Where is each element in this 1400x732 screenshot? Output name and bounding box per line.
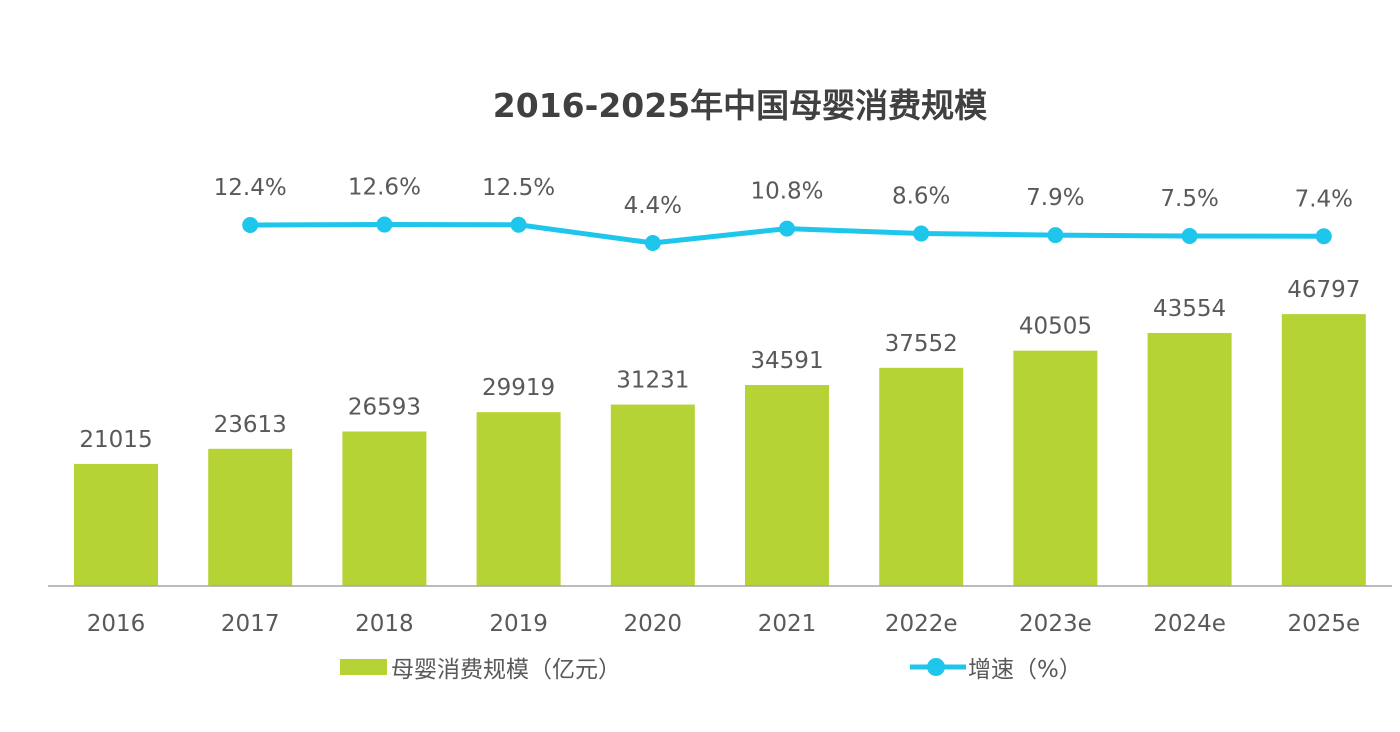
legend-label-line: 增速（%） [968,657,1082,683]
x-tick-2016: 2016 [87,611,146,637]
bar-label-2020: 31231 [616,368,689,394]
bar-2018 [342,431,427,586]
bar-2016 [74,463,158,586]
bar-label-2023e: 40505 [1019,314,1092,340]
bar-2024e [1147,332,1232,586]
growth-point-2018 [376,216,393,233]
x-tick-2023e: 2023e [1019,611,1092,637]
bar-label-2019: 29919 [482,375,555,401]
growth-label-2022e: 8.6% [892,184,950,210]
growth-label-2019: 12.5% [482,175,555,201]
growth-label-2025e: 7.4% [1295,186,1353,212]
growth-label-2024e: 7.5% [1160,186,1218,212]
legend-marker [927,658,945,676]
legend-label-bar: 母婴消费规模（亿元） [391,657,621,683]
chart-title: 2016-2025年中国母婴消费规模 [493,86,988,125]
growth-point-2022e [913,225,930,242]
bar-2017 [208,448,293,586]
growth-point-2021 [779,220,795,237]
growth-point-2024e [1181,228,1198,245]
x-tick-2019: 2019 [489,611,548,637]
growth-label-2018: 12.6% [348,175,421,201]
bar-label-2016: 21015 [79,427,152,453]
bar-label-2025e: 46797 [1287,277,1360,303]
bar-2025e [1281,314,1366,586]
bar-2019 [476,412,561,586]
x-tick-2022e: 2022e [885,611,958,637]
x-tick-2025e: 2025e [1287,611,1360,637]
x-tick-2021: 2021 [758,611,817,637]
bar-label-2024e: 43554 [1153,296,1226,322]
growth-point-2020 [644,235,661,251]
bar-2022e [879,367,964,586]
growth-label-2017: 12.4% [214,175,287,201]
bar-label-2021: 34591 [750,348,823,374]
x-tick-2020: 2020 [624,611,683,637]
x-tick-2024e: 2024e [1153,611,1226,637]
bar-label-2022e: 37552 [885,331,958,357]
bar-2020 [610,404,695,586]
bar-label-2018: 26593 [348,394,421,420]
x-tick-2018: 2018 [355,611,414,637]
growth-label-2021: 10.8% [750,179,823,205]
legend-swatch-bar [340,659,387,675]
x-tick-2017: 2017 [221,611,280,637]
bar-2021 [745,385,829,586]
bar-label-2017: 23613 [214,412,287,438]
bar-2023e [1013,350,1098,586]
growth-point-2023e [1047,227,1064,244]
growth-point-2025e [1315,228,1332,245]
growth-point-2019 [510,216,527,233]
legend: 母婴消费规模（亿元） 增速（%） [340,657,1082,683]
growth-label-2023e: 7.9% [1026,185,1084,211]
growth-label-2020: 4.4% [624,193,682,219]
growth-point-2017 [242,217,259,233]
